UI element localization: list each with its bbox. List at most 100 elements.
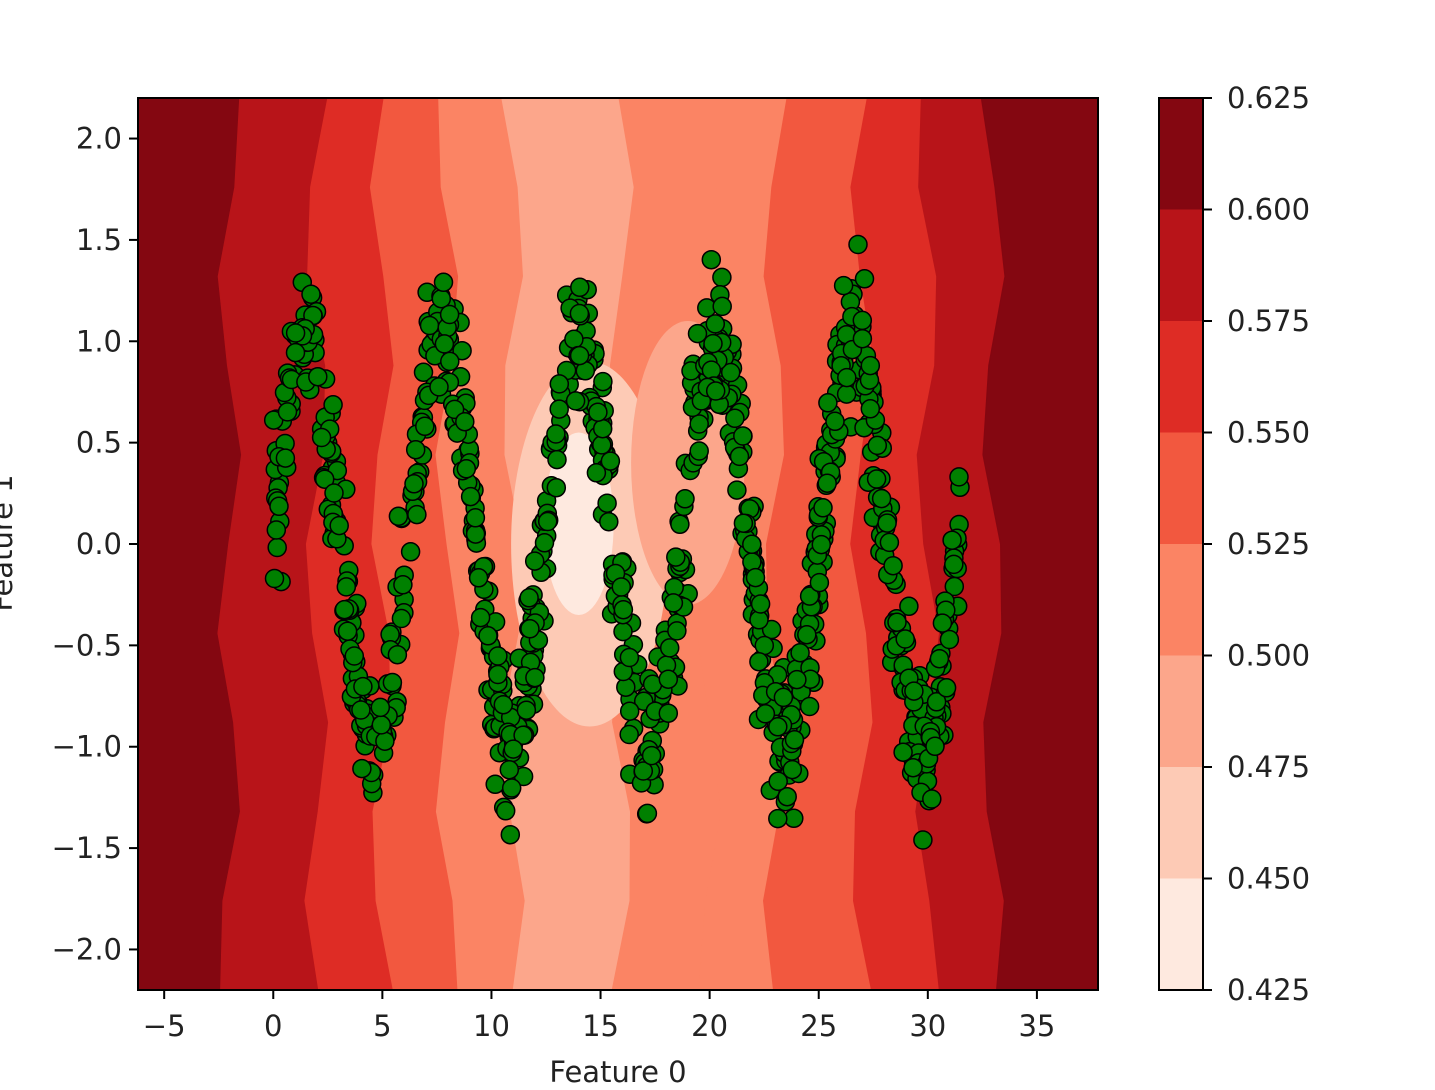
scatter-point — [727, 480, 747, 500]
scatter-point — [434, 334, 455, 354]
scatter-point — [787, 669, 807, 690]
scatter-point — [877, 513, 897, 533]
scatter-point — [352, 758, 372, 779]
scatter-point — [570, 277, 590, 298]
scatter-point — [701, 249, 722, 270]
x-tick-label: 20 — [691, 1009, 728, 1043]
scatter-point — [619, 724, 639, 745]
colorbar-segment — [1159, 544, 1203, 656]
scatter-point — [301, 284, 321, 304]
scatter-point — [913, 830, 933, 850]
scatter-point — [925, 736, 945, 757]
scatter-point — [733, 513, 754, 533]
scatter-point — [768, 771, 788, 792]
scatter-point — [593, 371, 613, 392]
scatter-point — [852, 328, 873, 349]
scatter-point — [659, 638, 680, 658]
scatter-point — [547, 449, 567, 470]
scatter-point — [439, 304, 460, 325]
scatter-point — [456, 459, 477, 479]
x-tick-label: 35 — [1018, 1009, 1055, 1043]
colorbar-tick-label: 0.550 — [1227, 416, 1310, 450]
scatter-point — [277, 402, 298, 422]
y-axis: 2.0 1.5 1.0 0.5 0.0 −0.5 −1.0 −1.5 −2.0 — [52, 122, 138, 966]
scatter-point — [703, 333, 723, 354]
scatter-point — [860, 355, 881, 376]
scatter-point — [712, 296, 732, 317]
scatter-point — [768, 717, 788, 737]
scatter-point — [468, 568, 489, 588]
x-tick-label: 30 — [909, 1009, 946, 1043]
scatter-point — [564, 329, 584, 350]
scatter-point — [949, 467, 969, 487]
scatter-point — [705, 314, 726, 334]
x-tick-label: −5 — [143, 1009, 186, 1043]
scatter-point — [391, 608, 412, 629]
scatter-point — [750, 594, 771, 614]
scatter-point — [499, 759, 520, 780]
scatter-point — [675, 489, 695, 509]
scatter-point — [619, 701, 640, 721]
scatter-point — [501, 778, 522, 798]
x-tick-label: 15 — [582, 1009, 619, 1043]
scatter-point — [799, 586, 820, 606]
scatter-point — [777, 786, 797, 807]
scatter-point — [784, 730, 805, 750]
scatter-point — [546, 424, 566, 444]
scatter-point — [387, 644, 408, 665]
scatter-point — [503, 739, 524, 759]
colorbar-segment — [1159, 98, 1203, 210]
scatter-point — [513, 725, 533, 746]
scatter-point — [266, 520, 287, 540]
scatter-point — [641, 745, 662, 766]
scatter-point — [633, 761, 654, 781]
scatter-point — [836, 384, 857, 404]
scatter-point — [375, 731, 395, 751]
scatter-point — [613, 599, 634, 620]
scatter-point — [264, 568, 285, 589]
scatter-point — [470, 607, 491, 628]
scatter-point — [701, 360, 722, 380]
scatter-point — [667, 621, 687, 641]
scatter-point — [817, 473, 837, 493]
scatter-points — [263, 234, 970, 850]
scatter-point — [382, 672, 403, 693]
y-tick-label: 1.0 — [76, 324, 122, 358]
scatter-point — [887, 612, 907, 632]
scatter-point — [860, 399, 881, 419]
scatter-point — [400, 542, 421, 562]
scatter-point — [797, 624, 817, 645]
scatter-point — [942, 530, 962, 550]
scatter-point — [733, 426, 753, 446]
y-tick-label: −1.0 — [52, 730, 122, 764]
scatter-point — [745, 567, 766, 588]
x-tick-label: 5 — [373, 1009, 391, 1043]
scatter-point — [895, 629, 915, 649]
colorbar-tick-label: 0.575 — [1227, 304, 1310, 338]
y-tick-label: 0.5 — [76, 426, 122, 460]
scatter-point — [809, 572, 830, 593]
colorbar-segment — [1159, 321, 1203, 433]
colorbar-tick-label: 0.500 — [1227, 639, 1310, 673]
y-tick-label: −1.5 — [52, 831, 122, 865]
scatter-point — [929, 648, 950, 669]
scatter-point — [613, 621, 633, 642]
scatter-point — [393, 575, 413, 595]
x-tick-label: 0 — [264, 1009, 282, 1043]
scatter-point — [689, 414, 709, 434]
scatter-point — [524, 551, 545, 571]
scatter-point — [837, 367, 857, 388]
scatter-point — [520, 619, 540, 639]
scatter-point — [599, 511, 619, 532]
scatter-point — [519, 588, 539, 608]
scatter-point — [407, 504, 427, 525]
contour-band — [980, 98, 1098, 990]
scatter-point — [549, 374, 570, 394]
scatter-point — [768, 808, 788, 829]
scatter-point — [811, 534, 832, 555]
scatter-point — [926, 692, 947, 712]
scatter-point — [799, 696, 820, 717]
y-tick-label: 1.5 — [76, 223, 122, 257]
scatter-point — [269, 496, 289, 517]
